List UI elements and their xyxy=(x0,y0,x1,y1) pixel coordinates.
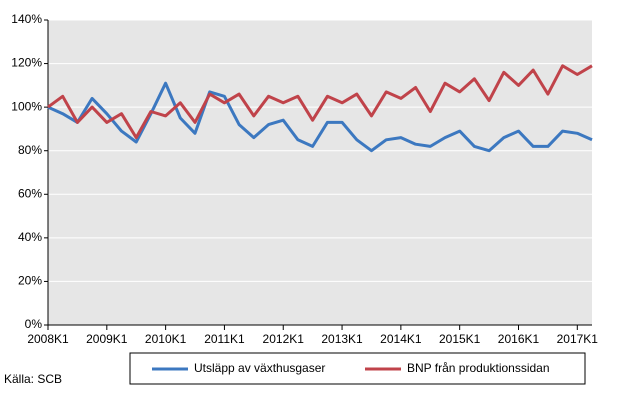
legend-box xyxy=(129,352,586,385)
y-tick-label: 100% xyxy=(11,99,42,113)
y-tick-label: 20% xyxy=(18,274,42,288)
y-tick-label: 80% xyxy=(18,143,42,157)
y-tick-label: 60% xyxy=(18,186,42,200)
y-tick-label: 120% xyxy=(11,56,42,70)
source-note: Källa: SCB xyxy=(4,372,62,386)
y-tick-label: 0% xyxy=(25,317,43,331)
series-line xyxy=(47,64,593,140)
x-tick-label: 2015K1 xyxy=(439,332,481,346)
plot-area xyxy=(48,20,592,325)
x-tick-label: 2008K1 xyxy=(27,332,69,346)
x-tick-label: 2009K1 xyxy=(86,332,128,346)
x-tick-label: 2013K1 xyxy=(321,332,363,346)
legend-label: Utsläpp av växthusgaser xyxy=(194,361,325,375)
x-tick-label: 2016K1 xyxy=(498,332,540,346)
x-tick-label: 2010K1 xyxy=(145,332,187,346)
y-tick-label: 140% xyxy=(11,12,42,26)
x-tick-label: 2014K1 xyxy=(380,332,422,346)
legend-label: BNP från produktionssidan xyxy=(407,361,550,375)
x-tick-label: 2017K1 xyxy=(557,332,599,346)
x-tick-label: 2012K1 xyxy=(263,332,305,346)
y-tick-label: 40% xyxy=(18,230,42,244)
series-line xyxy=(47,81,593,153)
x-tick-label: 2011K1 xyxy=(204,332,245,346)
